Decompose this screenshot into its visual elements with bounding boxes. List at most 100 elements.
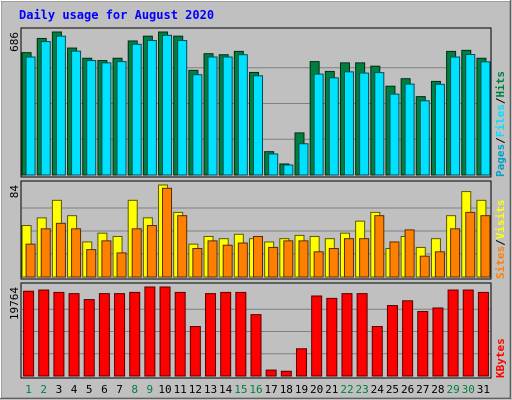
chart-title: Daily usage for August 2020 <box>19 8 214 22</box>
panel-hits-max-label: 686 <box>8 32 21 52</box>
bar-visits-sites-day-9 <box>146 225 157 278</box>
bar-kbytes-kbytes-day-23 <box>356 293 368 377</box>
day-label-15: 15 <box>234 383 247 396</box>
bar-hits-files-day-19 <box>298 143 309 176</box>
bar-hits-files-day-11 <box>177 40 188 176</box>
day-label-12: 12 <box>189 383 202 396</box>
bar-hits-files-day-20 <box>313 73 324 176</box>
day-label-9: 9 <box>147 383 154 396</box>
legend-hits-item: Hits <box>494 71 507 98</box>
bar-visits-sites-day-12 <box>192 248 203 278</box>
bar-kbytes-kbytes-day-5 <box>83 299 95 377</box>
bar-kbytes-kbytes-day-2 <box>38 289 50 377</box>
bar-hits-files-day-3 <box>55 35 66 176</box>
bar-hits-files-day-30 <box>465 54 476 176</box>
bar-visits-sites-day-8 <box>131 228 142 278</box>
bar-hits-files-day-23 <box>359 72 370 176</box>
bar-kbytes-kbytes-day-25 <box>386 305 398 377</box>
bar-visits-sites-day-21 <box>328 248 339 278</box>
bar-kbytes-kbytes-day-18 <box>280 370 292 377</box>
bar-hits-files-day-28 <box>434 83 445 176</box>
bar-kbytes-kbytes-day-22 <box>341 293 353 377</box>
panel-kbytes-legend: KBytes <box>494 338 507 378</box>
day-label-30: 30 <box>462 383 475 396</box>
bar-hits-files-day-14 <box>222 56 233 176</box>
day-label-10: 10 <box>158 383 171 396</box>
bar-visits-sites-day-29 <box>450 228 461 278</box>
bar-visits-sites-day-20 <box>313 251 324 278</box>
day-label-27: 27 <box>416 383 429 396</box>
bar-visits-sites-day-11 <box>177 215 188 278</box>
bar-visits-sites-day-1 <box>25 243 36 278</box>
bar-visits-sites-day-5 <box>86 249 97 278</box>
bar-visits-sites-day-13 <box>207 240 218 278</box>
bar-kbytes-kbytes-day-13 <box>205 293 217 377</box>
day-label-3: 3 <box>56 383 63 396</box>
panel-hits-legend: Pages/Files/Hits <box>494 71 507 177</box>
bar-kbytes-kbytes-day-3 <box>53 291 65 377</box>
day-label-13: 13 <box>204 383 217 396</box>
bar-kbytes-kbytes-day-1 <box>23 290 35 377</box>
bar-hits-files-day-4 <box>71 50 82 176</box>
day-label-1: 1 <box>25 383 32 396</box>
bar-kbytes-kbytes-day-16 <box>250 314 262 377</box>
day-label-22: 22 <box>340 383 353 396</box>
bar-visits-sites-day-23 <box>359 238 370 278</box>
day-label-29: 29 <box>446 383 459 396</box>
bar-kbytes-kbytes-day-21 <box>326 297 338 377</box>
bar-hits-files-day-24 <box>374 72 385 176</box>
bar-kbytes-kbytes-day-31 <box>477 291 489 377</box>
legend-hits-item: / <box>494 137 507 144</box>
bar-visits-sites-day-4 <box>71 228 82 278</box>
bar-hits-files-day-25 <box>389 93 400 176</box>
bar-kbytes-kbytes-day-15 <box>235 291 247 377</box>
bar-visits-sites-day-7 <box>116 252 127 278</box>
bar-visits-sites-day-18 <box>283 240 294 278</box>
bar-kbytes-kbytes-day-20 <box>311 295 323 377</box>
bar-kbytes-kbytes-day-14 <box>220 291 232 377</box>
bar-visits-sites-day-22 <box>343 238 354 278</box>
day-label-25: 25 <box>386 383 399 396</box>
bar-kbytes-kbytes-day-24 <box>371 326 383 377</box>
day-label-18: 18 <box>280 383 293 396</box>
day-label-14: 14 <box>219 383 233 396</box>
bar-hits-files-day-31 <box>480 61 491 176</box>
bar-hits-files-day-18 <box>283 164 294 176</box>
bar-hits-files-day-7 <box>116 61 127 176</box>
panel-kbytes-max-label: 19764 <box>8 287 21 320</box>
bar-hits-files-day-8 <box>131 43 142 176</box>
bar-hits-files-day-13 <box>207 56 218 176</box>
day-label-24: 24 <box>371 383 385 396</box>
day-label-20: 20 <box>310 383 323 396</box>
bar-visits-sites-day-28 <box>434 251 445 278</box>
day-label-8: 8 <box>131 383 138 396</box>
day-label-7: 7 <box>116 383 123 396</box>
day-label-28: 28 <box>431 383 444 396</box>
bar-hits-files-day-22 <box>343 71 354 176</box>
bar-hits-files-day-1 <box>25 56 36 176</box>
bar-kbytes-kbytes-day-27 <box>417 311 429 377</box>
bar-kbytes-kbytes-day-28 <box>432 307 444 377</box>
bar-kbytes-kbytes-day-11 <box>174 291 186 377</box>
bar-kbytes-kbytes-day-17 <box>265 369 277 377</box>
bar-kbytes-kbytes-day-12 <box>189 326 201 377</box>
bar-hits-files-day-17 <box>268 153 279 176</box>
bar-visits-sites-day-27 <box>419 255 430 278</box>
legend-hits-item: Files <box>494 104 507 137</box>
bar-hits-files-day-9 <box>146 40 157 176</box>
bar-hits-files-day-15 <box>237 54 248 176</box>
day-label-4: 4 <box>71 383 78 396</box>
bar-kbytes-kbytes-day-10 <box>159 286 171 377</box>
day-label-5: 5 <box>86 383 93 396</box>
bar-visits-sites-day-6 <box>101 240 112 278</box>
bar-visits-sites-day-3 <box>55 222 66 278</box>
bar-hits-files-day-6 <box>101 62 112 176</box>
bar-kbytes-kbytes-day-6 <box>98 293 110 377</box>
legend-visits-item: / <box>494 239 507 246</box>
bar-hits-files-day-12 <box>192 74 203 176</box>
bar-visits-sites-day-15 <box>237 242 248 278</box>
day-label-11: 11 <box>174 383 187 396</box>
bar-visits-sites-day-16 <box>253 235 263 278</box>
bar-kbytes-kbytes-day-8 <box>129 291 141 377</box>
